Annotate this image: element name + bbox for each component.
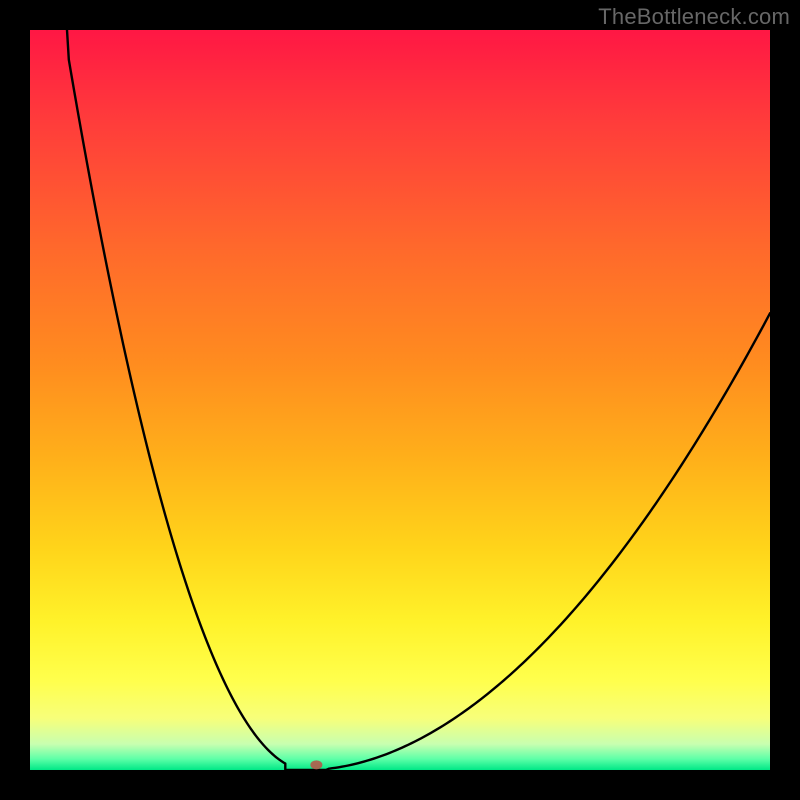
optimal-point-marker [310, 760, 322, 769]
chart-gradient-background [30, 30, 770, 770]
bottleneck-chart [0, 0, 800, 800]
watermark-text: TheBottleneck.com [598, 4, 790, 30]
chart-container: TheBottleneck.com [0, 0, 800, 800]
